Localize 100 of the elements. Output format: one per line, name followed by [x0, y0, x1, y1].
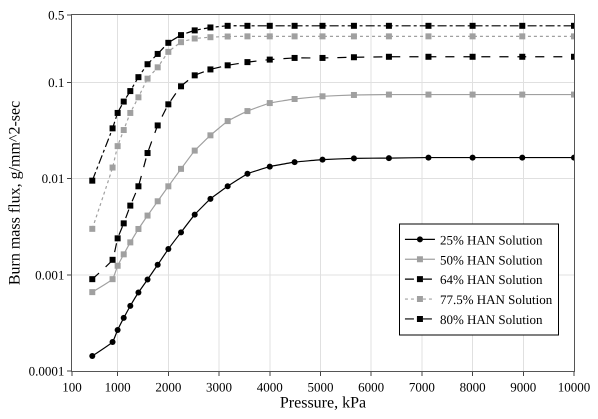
point	[165, 246, 172, 252]
point	[207, 24, 214, 30]
point	[127, 239, 134, 246]
point	[266, 22, 273, 29]
point	[266, 164, 273, 170]
point	[178, 83, 184, 90]
x-tick-label: 1000	[104, 380, 131, 395]
point	[165, 183, 172, 190]
point	[425, 22, 432, 29]
point	[470, 54, 476, 60]
point	[292, 96, 298, 102]
point	[89, 178, 96, 184]
point	[144, 276, 151, 282]
point	[135, 226, 142, 232]
point	[120, 251, 127, 258]
point	[224, 62, 231, 68]
point	[350, 54, 357, 60]
point	[110, 276, 116, 282]
point	[244, 108, 250, 114]
point	[178, 39, 184, 46]
point	[144, 212, 151, 219]
point	[207, 34, 214, 40]
point	[519, 22, 526, 29]
point	[114, 143, 121, 150]
point	[89, 276, 96, 282]
point	[350, 33, 357, 40]
point	[178, 229, 184, 236]
legend-label: 77.5% HAN Solution	[440, 292, 553, 308]
point	[114, 110, 121, 116]
point	[425, 92, 432, 98]
point	[266, 56, 273, 63]
point	[114, 326, 121, 333]
point	[319, 93, 326, 100]
point	[244, 22, 250, 29]
point	[470, 33, 476, 40]
point	[154, 198, 161, 204]
x-tick-label: 9000	[510, 380, 536, 395]
point	[144, 76, 151, 82]
point	[114, 262, 121, 269]
point	[89, 289, 96, 296]
point	[386, 22, 392, 29]
point	[425, 54, 432, 60]
point	[135, 290, 142, 296]
point	[110, 339, 116, 346]
point	[224, 183, 231, 190]
legend-label: 25% HAN Solution	[440, 232, 543, 248]
point	[386, 33, 392, 40]
y-tick-label: 0.5	[48, 8, 64, 23]
point	[292, 54, 298, 61]
x-tick-label: 2000	[155, 380, 182, 395]
point	[135, 74, 142, 80]
point	[319, 22, 326, 29]
point	[154, 262, 161, 268]
y-tick-label: 0.01	[42, 171, 64, 186]
point	[244, 170, 250, 177]
point	[114, 235, 121, 242]
point	[519, 154, 526, 161]
point	[154, 64, 161, 70]
point	[350, 92, 357, 98]
point	[519, 33, 526, 40]
x-tick-label: 3000	[206, 380, 232, 395]
point	[244, 33, 250, 40]
legend-label: 80% HAN Solution	[440, 312, 543, 328]
point	[127, 202, 134, 209]
point	[319, 54, 326, 61]
point	[386, 155, 392, 162]
point	[207, 196, 214, 202]
point	[192, 72, 198, 78]
x-tick-label: 10000	[558, 380, 590, 395]
point	[386, 54, 392, 60]
y-tick-label: 0.001	[35, 267, 64, 282]
point	[224, 22, 231, 29]
point	[154, 50, 161, 57]
point	[192, 36, 198, 42]
point	[89, 353, 96, 360]
point	[110, 256, 116, 263]
point	[135, 183, 142, 190]
point	[144, 150, 151, 156]
x-tick-label: 5000	[307, 380, 334, 395]
x-axis-title: Pressure, kPa	[280, 394, 366, 412]
point	[350, 155, 357, 162]
point	[350, 22, 357, 29]
point	[386, 92, 392, 98]
y-tick-label: 0.0001	[28, 364, 64, 379]
point	[165, 40, 172, 46]
point	[519, 92, 526, 98]
point	[165, 101, 172, 108]
y-axis-title: Burn mass flux, g/mm^2-sec	[6, 100, 24, 286]
point	[127, 110, 134, 116]
point	[266, 100, 273, 106]
point	[470, 154, 476, 161]
x-tick-label: 100	[62, 380, 82, 395]
point	[120, 314, 127, 321]
point	[292, 22, 298, 29]
point	[144, 61, 151, 68]
point	[292, 159, 298, 166]
x-tick-label: 4000	[256, 380, 283, 395]
point	[319, 156, 326, 163]
point	[165, 48, 172, 55]
point	[425, 154, 432, 161]
